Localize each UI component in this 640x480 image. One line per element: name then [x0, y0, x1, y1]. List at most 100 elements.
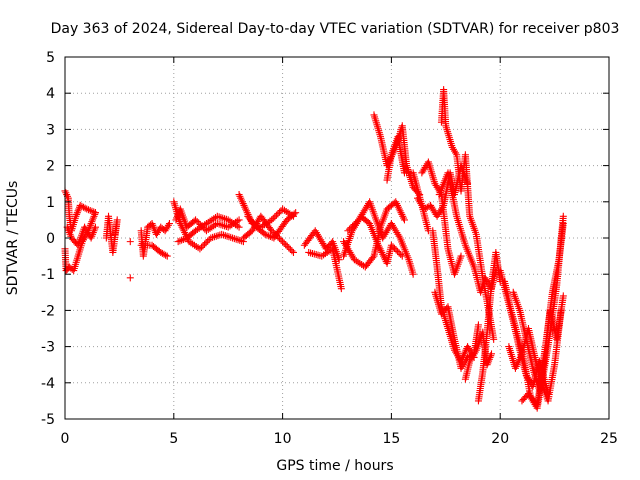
- data-point: [196, 245, 204, 253]
- data-point: [111, 230, 119, 238]
- data-point: [176, 237, 184, 245]
- data-point: [217, 221, 225, 229]
- data-point: [201, 240, 209, 248]
- data-point: [285, 244, 293, 252]
- data-point: [235, 216, 243, 224]
- data-point: [63, 191, 71, 199]
- x-tick-label: 20: [491, 431, 509, 447]
- data-point: [165, 220, 173, 228]
- y-tick-label: 1: [46, 195, 55, 211]
- data-point: [215, 213, 223, 221]
- data-point: [282, 241, 290, 249]
- data-point: [289, 248, 297, 256]
- y-tick-label: -2: [41, 303, 55, 319]
- data-point: [219, 221, 227, 229]
- data-point: [215, 220, 223, 228]
- data-point: [269, 214, 277, 222]
- data-point: [347, 224, 355, 232]
- data-point: [212, 232, 220, 240]
- x-tick-label: 5: [169, 431, 178, 447]
- data-point: [214, 232, 222, 240]
- data-point: [238, 237, 246, 245]
- data-point: [85, 206, 93, 214]
- data-point: [263, 231, 271, 239]
- y-tick-label: -3: [41, 340, 55, 356]
- data-point: [163, 252, 171, 260]
- data-point: [392, 246, 400, 254]
- data-point: [81, 204, 89, 212]
- data-point: [219, 231, 227, 239]
- data-points: [61, 86, 567, 412]
- y-tick-label: -4: [41, 376, 55, 392]
- data-point: [265, 232, 273, 240]
- data-point: [559, 220, 567, 228]
- data-point: [261, 230, 269, 238]
- data-point: [352, 219, 360, 227]
- data-point: [272, 211, 280, 219]
- data-point: [275, 208, 283, 216]
- x-axis-label: GPS time / hours: [276, 458, 393, 474]
- data-point: [345, 225, 353, 233]
- data-point: [126, 238, 134, 246]
- data-point: [559, 292, 567, 300]
- data-point: [277, 236, 285, 244]
- y-tick-label: 5: [46, 50, 55, 66]
- y-tick-label: 4: [46, 86, 55, 102]
- data-point: [199, 242, 207, 250]
- data-point: [221, 232, 229, 240]
- y-tick-label: 0: [46, 231, 55, 247]
- data-point: [234, 236, 242, 244]
- data-point: [193, 217, 201, 225]
- x-tick-label: 25: [600, 431, 618, 447]
- data-point: [235, 223, 243, 231]
- data-point: [286, 245, 294, 253]
- y-tick-label: 2: [46, 159, 55, 175]
- data-point: [232, 235, 240, 243]
- data-point: [280, 239, 288, 247]
- data-point: [222, 223, 230, 231]
- x-tick-label: 10: [274, 431, 292, 447]
- data-point: [288, 247, 296, 255]
- data-point: [474, 321, 482, 329]
- data-point: [397, 251, 405, 259]
- data-point: [222, 215, 230, 223]
- data-point: [369, 254, 377, 262]
- data-point: [230, 235, 238, 243]
- data-point: [490, 335, 498, 343]
- data-point: [160, 250, 168, 258]
- data-point: [229, 234, 237, 242]
- data-point: [391, 244, 399, 252]
- data-point: [344, 227, 352, 235]
- data-point: [192, 216, 200, 224]
- y-axis-label: SDTVAR / TECUs: [5, 181, 21, 296]
- data-point: [178, 236, 186, 244]
- data-point: [268, 233, 276, 241]
- data-point: [395, 249, 403, 257]
- data-point: [268, 227, 276, 235]
- data-point: [274, 210, 282, 218]
- data-point: [219, 214, 227, 222]
- data-point: [292, 209, 300, 217]
- data-point: [559, 212, 567, 220]
- data-point: [337, 285, 345, 293]
- data-point: [202, 239, 210, 247]
- data-point: [283, 242, 291, 250]
- x-tick-label: 0: [61, 431, 70, 447]
- data-point: [350, 221, 358, 229]
- data-point: [487, 350, 495, 358]
- data-point: [387, 241, 395, 249]
- data-point: [225, 233, 233, 241]
- data-point: [349, 222, 357, 230]
- y-tick-label: -5: [41, 412, 55, 428]
- data-point: [279, 238, 287, 246]
- data-point: [197, 243, 205, 251]
- data-point: [86, 206, 94, 214]
- data-point: [223, 232, 231, 240]
- data-point: [204, 237, 212, 245]
- data-point: [217, 213, 225, 221]
- y-tick-label: -1: [41, 267, 55, 283]
- chart-title: Day 363 of 2024, Sidereal Day-to-day VTE…: [51, 21, 620, 37]
- data-point: [126, 274, 134, 282]
